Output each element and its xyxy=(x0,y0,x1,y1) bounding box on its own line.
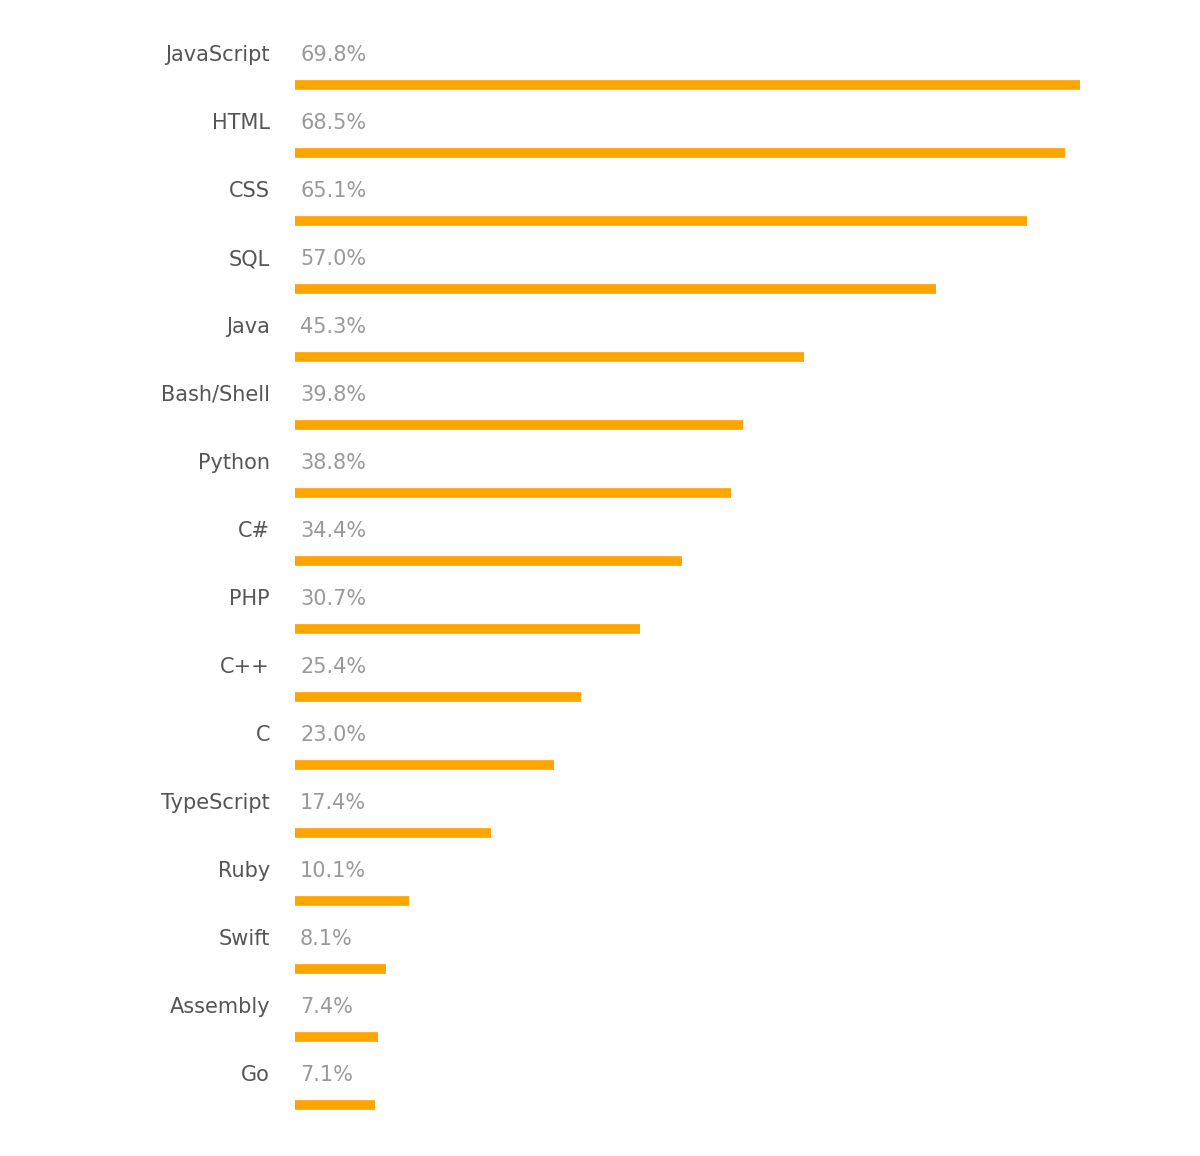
Text: CSS: CSS xyxy=(229,181,270,201)
Text: Python: Python xyxy=(198,453,270,473)
Text: 25.4%: 25.4% xyxy=(300,657,366,677)
Text: 69.8%: 69.8% xyxy=(300,45,366,65)
Text: TypeScript: TypeScript xyxy=(161,793,270,813)
Text: 8.1%: 8.1% xyxy=(300,929,353,949)
Text: JavaScript: JavaScript xyxy=(166,45,270,65)
Text: Java: Java xyxy=(226,317,270,338)
Text: C#: C# xyxy=(238,521,270,541)
Text: 57.0%: 57.0% xyxy=(300,249,366,269)
Text: 65.1%: 65.1% xyxy=(300,181,366,201)
Text: C: C xyxy=(256,725,270,744)
Text: Swift: Swift xyxy=(218,929,270,949)
Text: 23.0%: 23.0% xyxy=(300,725,366,744)
Text: Go: Go xyxy=(241,1065,270,1085)
Text: Ruby: Ruby xyxy=(217,861,270,881)
Text: SQL: SQL xyxy=(229,249,270,269)
Text: PHP: PHP xyxy=(229,590,270,609)
Text: Bash/Shell: Bash/Shell xyxy=(161,385,270,405)
Text: 34.4%: 34.4% xyxy=(300,521,366,541)
Text: 7.1%: 7.1% xyxy=(300,1065,353,1085)
Text: 10.1%: 10.1% xyxy=(300,861,366,881)
Text: 17.4%: 17.4% xyxy=(300,793,366,813)
Text: 45.3%: 45.3% xyxy=(300,317,366,338)
Text: HTML: HTML xyxy=(212,113,270,133)
Text: Assembly: Assembly xyxy=(169,996,270,1017)
Text: 30.7%: 30.7% xyxy=(300,590,366,609)
Text: 7.4%: 7.4% xyxy=(300,996,353,1017)
Text: C++: C++ xyxy=(221,657,270,677)
Text: 39.8%: 39.8% xyxy=(300,385,366,405)
Text: 68.5%: 68.5% xyxy=(300,113,366,133)
Text: 38.8%: 38.8% xyxy=(300,453,366,473)
